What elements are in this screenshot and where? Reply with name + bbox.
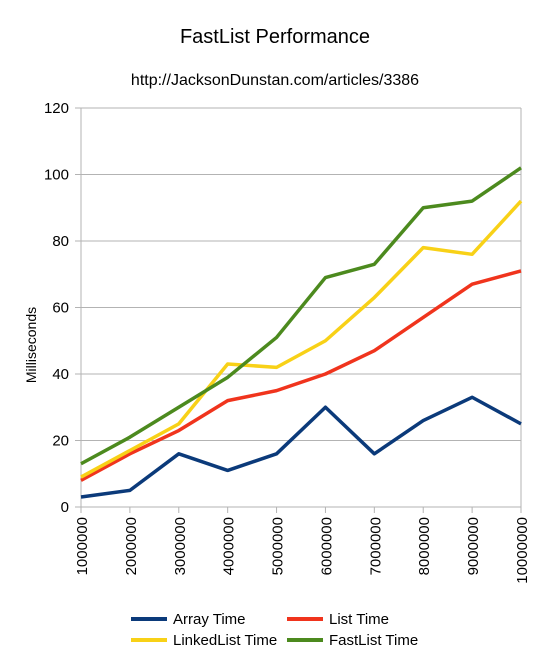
x-tick-label: 7000000	[367, 517, 384, 575]
legend-label-linkedlist-time: LinkedList Time	[173, 632, 277, 649]
x-tick-label: 10000000	[514, 517, 531, 584]
x-tick-label: 3000000	[172, 517, 189, 575]
x-tick-label: 1000000	[74, 517, 91, 575]
series-line-array-time	[80, 395, 522, 499]
y-axis-label: Milliseconds	[23, 307, 39, 383]
legend-label-array-time: Array Time	[173, 611, 246, 628]
x-tick-label: 8000000	[416, 517, 433, 575]
legend: Array Time List Time LinkedList Time FastLi…	[131, 611, 418, 649]
y-tick-label: 100	[44, 167, 69, 184]
chart-title: FastList Performance	[180, 26, 370, 48]
x-tick-label: 5000000	[270, 517, 287, 575]
series-line-linkedlist-time	[80, 199, 523, 479]
series-lines	[80, 166, 523, 499]
y-tick-label: 80	[52, 233, 69, 250]
series-line-list-time	[80, 269, 522, 482]
chart-subtitle: http://JacksonDunstan.com/articles/3386	[131, 72, 419, 89]
y-tick-label: 0	[61, 499, 69, 516]
x-tick-labels: 1000000 2000000 3000000 4000000 5000000 60000…	[74, 517, 531, 584]
legend-label-fastlist-time: FastList Time	[329, 632, 418, 649]
x-tick-label: 9000000	[465, 517, 482, 575]
y-tick-labels: 0 20 40 60 80 100 120	[44, 100, 69, 516]
x-tick-label: 4000000	[221, 517, 238, 575]
x-tick-label: 6000000	[318, 517, 335, 575]
x-tick-label: 2000000	[123, 517, 140, 575]
series-line-fastlist-time	[80, 166, 522, 466]
y-tick-label: 60	[52, 300, 69, 317]
y-tick-label: 40	[52, 366, 69, 383]
y-tick-label: 20	[52, 433, 69, 450]
y-tick-label: 120	[44, 100, 69, 117]
legend-label-list-time: List Time	[329, 611, 389, 628]
